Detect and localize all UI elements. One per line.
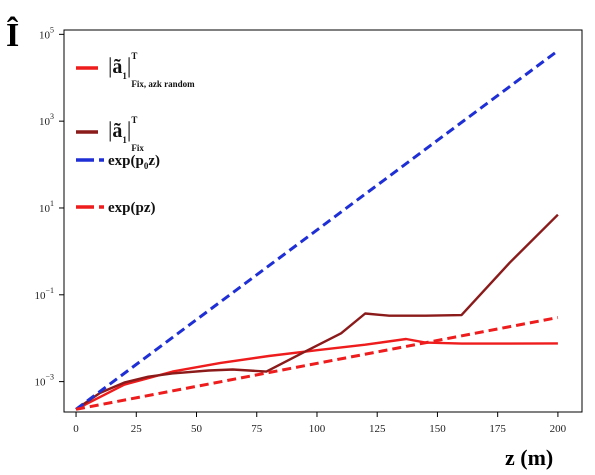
y-axis-ticks: 10−3 10−1 101 103 105 bbox=[34, 25, 64, 389]
legend-entry-2: |ã1|T Fix bbox=[76, 115, 144, 153]
series-line-2 bbox=[75, 213, 559, 411]
series-line-3 bbox=[75, 49, 559, 411]
x-axis-title: z (m) bbox=[505, 445, 553, 470]
x-tick-label: 0 bbox=[73, 423, 79, 435]
series-line-1 bbox=[75, 337, 558, 411]
x-tick-label: 25 bbox=[131, 423, 143, 435]
y-tick-label: 101 bbox=[39, 199, 54, 215]
legend-entry-3: exp(p0z) bbox=[76, 153, 160, 171]
x-tick-label: 200 bbox=[550, 423, 567, 435]
x-tick-label: 150 bbox=[429, 423, 446, 435]
x-tick-label: 125 bbox=[369, 423, 386, 435]
series-line-4 bbox=[75, 316, 559, 411]
y-tick-label: 103 bbox=[39, 112, 54, 128]
x-tick-label: 50 bbox=[191, 423, 203, 435]
y-axis-title: Î bbox=[6, 16, 19, 54]
legend-entry-1: |ã1|T Fix, azk random bbox=[76, 51, 195, 89]
x-tick-label: 100 bbox=[309, 423, 326, 435]
y-tick-label: 10−3 bbox=[34, 373, 54, 389]
legend-label: exp(p0z) bbox=[108, 153, 160, 171]
series-layer bbox=[75, 49, 559, 411]
x-axis-ticks: 0 25 50 75 100 125 150 175 200 bbox=[73, 412, 567, 435]
plot-frame bbox=[63, 29, 583, 413]
legend-entry-4: exp(pz) bbox=[76, 200, 156, 216]
y-tick-label: 10−1 bbox=[34, 286, 54, 302]
legend-label: |ã1|T Fix bbox=[108, 115, 144, 153]
y-tick-label: 105 bbox=[39, 25, 54, 41]
x-tick-label: 175 bbox=[489, 423, 506, 435]
x-tick-label: 75 bbox=[251, 423, 263, 435]
legend-label: exp(pz) bbox=[108, 200, 156, 216]
legend-label: |ã1|T Fix, azk random bbox=[108, 51, 195, 89]
